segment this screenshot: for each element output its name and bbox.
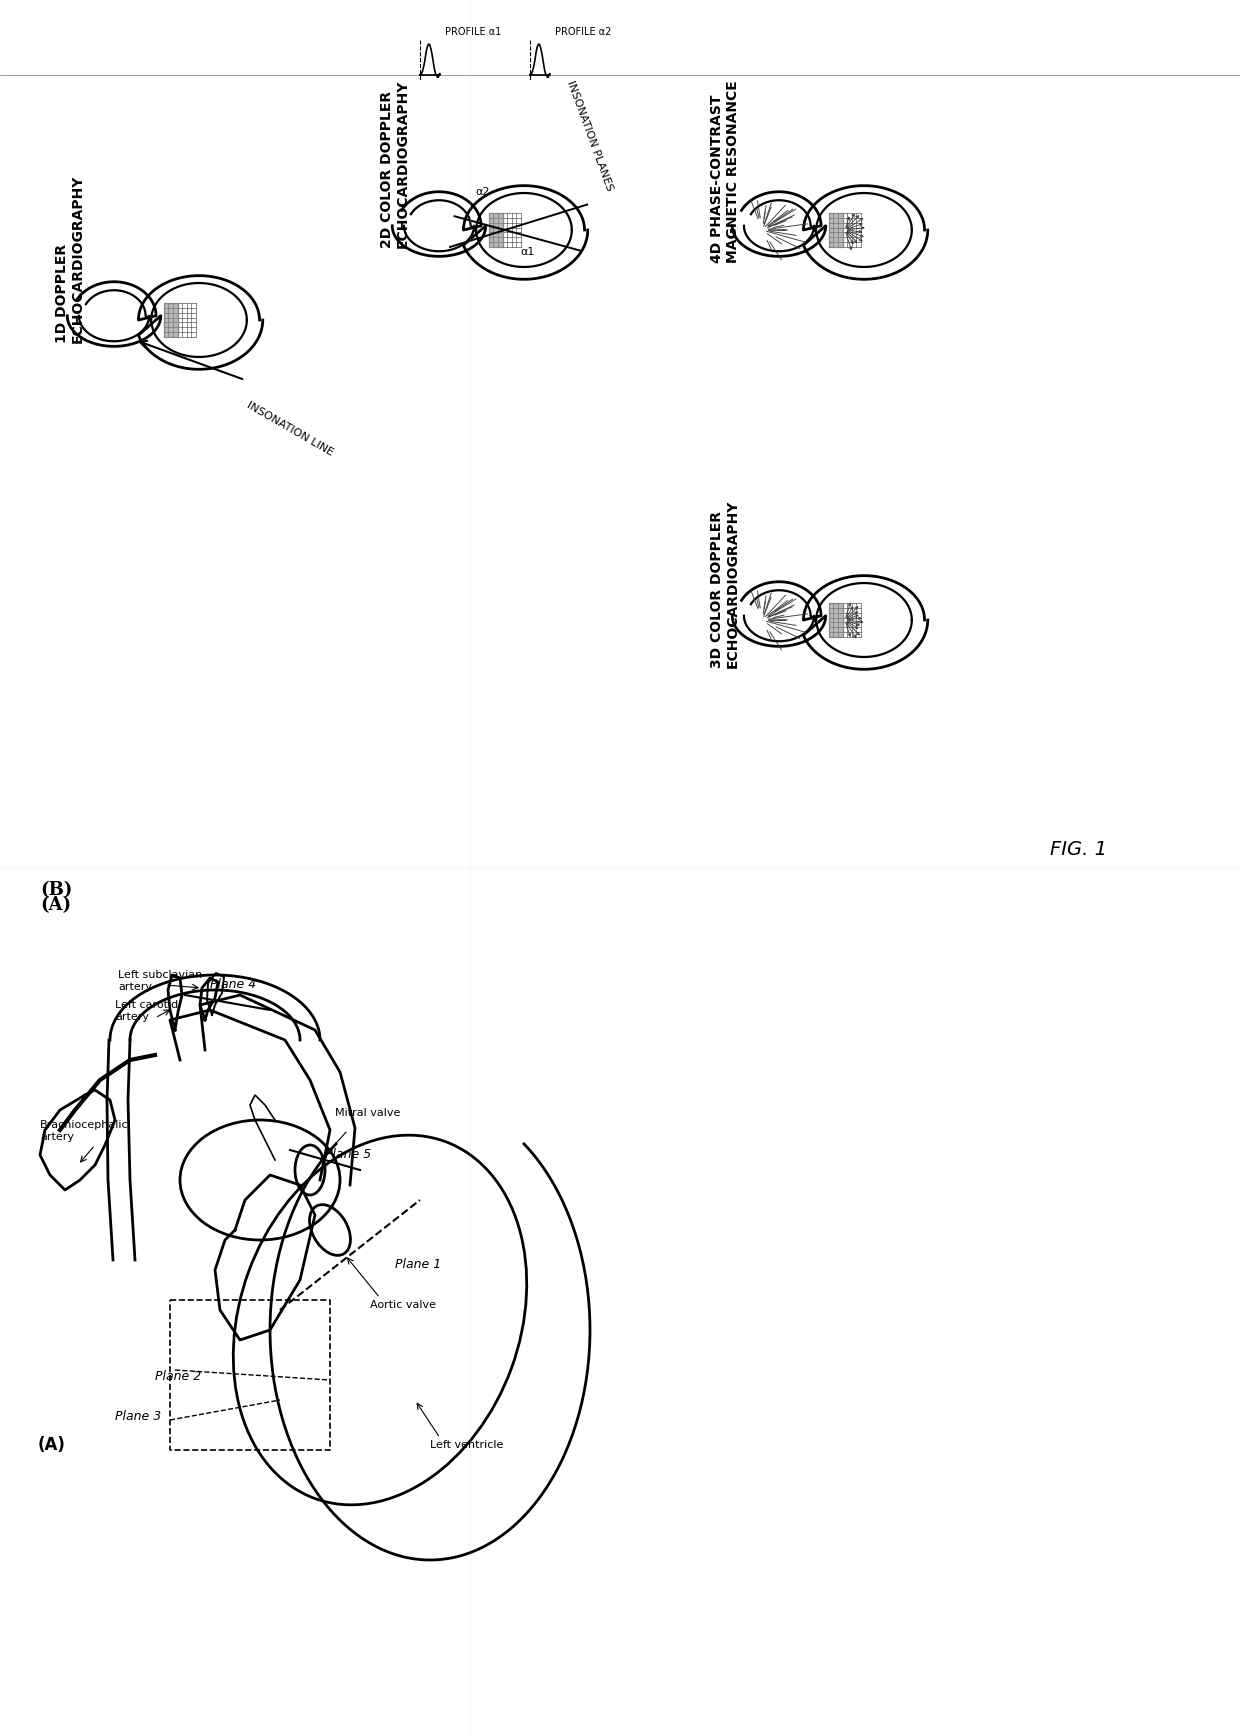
- Bar: [489, 214, 503, 247]
- Text: Plane 5: Plane 5: [325, 1147, 371, 1161]
- Text: 2D COLOR DOPPLER
ECHOCARDIOGRAPHY: 2D COLOR DOPPLER ECHOCARDIOGRAPHY: [379, 80, 410, 248]
- Text: 3D COLOR DOPPLER
ECHOCARDIOGRAPHY: 3D COLOR DOPPLER ECHOCARDIOGRAPHY: [711, 500, 740, 668]
- Text: (A): (A): [38, 1436, 66, 1455]
- Text: Brachiocephalic
artery: Brachiocephalic artery: [40, 1120, 129, 1142]
- Text: (B): (B): [40, 880, 72, 899]
- Text: Plane 4: Plane 4: [210, 977, 257, 991]
- Text: (A): (A): [40, 896, 71, 913]
- Text: Plane 1: Plane 1: [396, 1259, 441, 1271]
- Text: PROFILE α2: PROFILE α2: [556, 28, 611, 36]
- Bar: [828, 602, 843, 637]
- Bar: [828, 214, 843, 247]
- Text: INSONATION LINE: INSONATION LINE: [246, 399, 335, 458]
- Text: INSONATION PLANES: INSONATION PLANES: [565, 80, 614, 193]
- Text: FIG. 1: FIG. 1: [1050, 840, 1107, 859]
- Bar: [164, 304, 179, 337]
- Text: Mitral valve: Mitral valve: [335, 1108, 401, 1118]
- Text: Left ventricle: Left ventricle: [430, 1439, 503, 1450]
- Text: Left carotid
artery: Left carotid artery: [115, 1000, 179, 1021]
- Text: α1: α1: [520, 247, 534, 257]
- Text: 4D PHASE-CONTRAST
MAGNETIC RESONANCE: 4D PHASE-CONTRAST MAGNETIC RESONANCE: [711, 80, 740, 262]
- Text: Left subclavian
artery: Left subclavian artery: [118, 970, 202, 991]
- Text: PROFILE α1: PROFILE α1: [445, 28, 501, 36]
- Text: Plane 3: Plane 3: [115, 1410, 161, 1424]
- Text: Aortic valve: Aortic valve: [370, 1300, 436, 1311]
- Text: α2: α2: [475, 187, 490, 196]
- Text: Plane 2: Plane 2: [155, 1370, 201, 1384]
- Text: 1D DOPPLER
ECHOCARDIOGRAPHY: 1D DOPPLER ECHOCARDIOGRAPHY: [55, 175, 86, 344]
